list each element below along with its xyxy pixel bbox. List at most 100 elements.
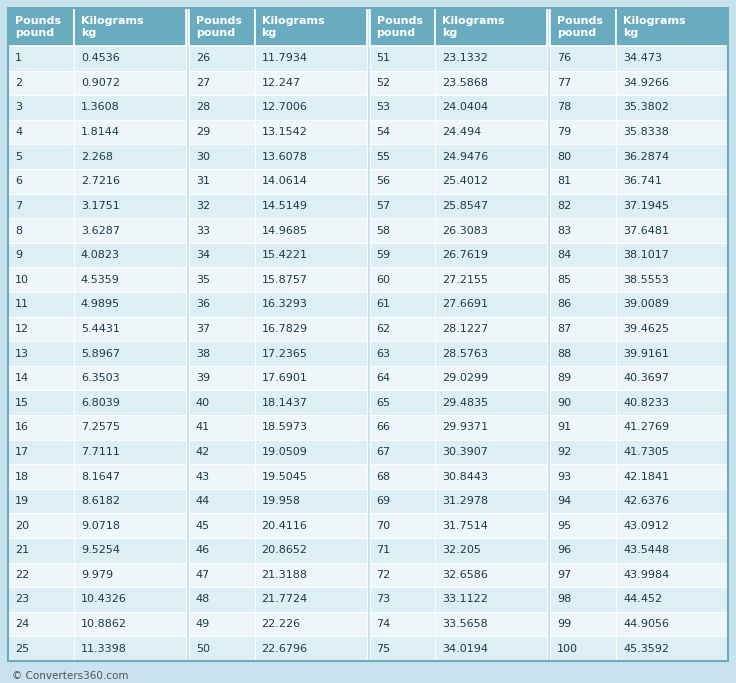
Text: 29: 29 (196, 127, 210, 137)
Bar (369, 242, 435, 268)
Bar (435, 366, 548, 391)
Text: 11.7934: 11.7934 (261, 53, 308, 64)
Text: 19.5045: 19.5045 (261, 471, 308, 482)
Bar (551, 637, 616, 661)
Text: 43: 43 (196, 471, 210, 482)
Text: 72: 72 (377, 570, 391, 580)
Text: 76: 76 (557, 53, 571, 64)
Text: 81: 81 (557, 176, 571, 186)
Bar (74, 8, 185, 46)
Text: 91: 91 (557, 422, 571, 432)
Bar (74, 489, 185, 514)
Bar (369, 538, 435, 563)
Bar (369, 292, 435, 317)
Bar (74, 268, 185, 292)
Bar (435, 587, 548, 612)
Bar (616, 8, 728, 46)
Bar (255, 440, 367, 464)
Bar (616, 169, 728, 193)
Text: 65: 65 (377, 398, 391, 408)
Bar (8, 587, 74, 612)
Text: 52: 52 (377, 78, 391, 88)
Text: 40.8233: 40.8233 (623, 398, 669, 408)
Bar (369, 366, 435, 391)
Text: 50: 50 (196, 643, 210, 654)
Text: 12.247: 12.247 (261, 78, 300, 88)
Bar (435, 268, 548, 292)
Bar (188, 46, 255, 70)
Text: Pounds
pound: Pounds pound (15, 16, 61, 38)
Text: 32: 32 (196, 201, 210, 211)
Bar (616, 120, 728, 144)
Text: 31.7514: 31.7514 (442, 520, 488, 531)
Text: 24.0404: 24.0404 (442, 102, 489, 113)
Text: 21: 21 (15, 545, 29, 555)
Bar (255, 587, 367, 612)
Bar (74, 391, 185, 415)
Text: 74: 74 (377, 619, 391, 629)
Bar (551, 242, 616, 268)
Bar (616, 563, 728, 587)
Text: 2: 2 (15, 78, 22, 88)
Text: 19.958: 19.958 (261, 496, 300, 506)
Text: 8.1647: 8.1647 (81, 471, 120, 482)
Bar (369, 120, 435, 144)
Text: 37.1945: 37.1945 (623, 201, 669, 211)
Text: 2.7216: 2.7216 (81, 176, 120, 186)
Text: 11.3398: 11.3398 (81, 643, 127, 654)
Text: 1: 1 (15, 53, 22, 64)
Bar (188, 292, 255, 317)
Text: 40: 40 (196, 398, 210, 408)
Text: 32.205: 32.205 (442, 545, 481, 555)
Text: 71: 71 (377, 545, 391, 555)
Bar (369, 342, 435, 366)
Text: 41.2769: 41.2769 (623, 422, 669, 432)
Bar (188, 538, 255, 563)
Bar (255, 317, 367, 342)
Bar (551, 415, 616, 440)
Bar (369, 464, 435, 489)
Text: 70: 70 (377, 520, 391, 531)
Text: 34.9266: 34.9266 (623, 78, 669, 88)
Text: 95: 95 (557, 520, 571, 531)
Bar (551, 440, 616, 464)
Text: 62: 62 (377, 324, 391, 334)
Text: 9.0718: 9.0718 (81, 520, 120, 531)
Bar (551, 464, 616, 489)
Text: 20.4116: 20.4116 (261, 520, 308, 531)
Text: 10: 10 (15, 275, 29, 285)
Bar (8, 70, 74, 95)
Bar (255, 538, 367, 563)
Text: 84: 84 (557, 250, 571, 260)
Text: 45: 45 (196, 520, 210, 531)
Bar (188, 8, 255, 46)
Text: 5.8967: 5.8967 (81, 348, 120, 359)
Text: 28.1227: 28.1227 (442, 324, 489, 334)
Bar (435, 415, 548, 440)
Bar (8, 538, 74, 563)
Bar (74, 415, 185, 440)
Text: 1.3608: 1.3608 (81, 102, 119, 113)
Bar (8, 415, 74, 440)
Text: 5: 5 (15, 152, 22, 162)
Text: 51: 51 (377, 53, 391, 64)
Text: 33.1122: 33.1122 (442, 594, 488, 604)
Bar (188, 70, 255, 95)
Text: 39.0089: 39.0089 (623, 299, 669, 309)
Bar (551, 563, 616, 587)
Text: 30.8443: 30.8443 (442, 471, 488, 482)
Text: 27.2155: 27.2155 (442, 275, 488, 285)
Bar (435, 120, 548, 144)
Bar (8, 317, 74, 342)
Text: 46: 46 (196, 545, 210, 555)
Text: 6.8039: 6.8039 (81, 398, 120, 408)
Bar (551, 292, 616, 317)
Bar (616, 464, 728, 489)
Bar (369, 612, 435, 637)
Bar (616, 292, 728, 317)
Text: 38: 38 (196, 348, 210, 359)
Text: 85: 85 (557, 275, 571, 285)
Bar (74, 317, 185, 342)
Bar (369, 268, 435, 292)
Bar (188, 612, 255, 637)
